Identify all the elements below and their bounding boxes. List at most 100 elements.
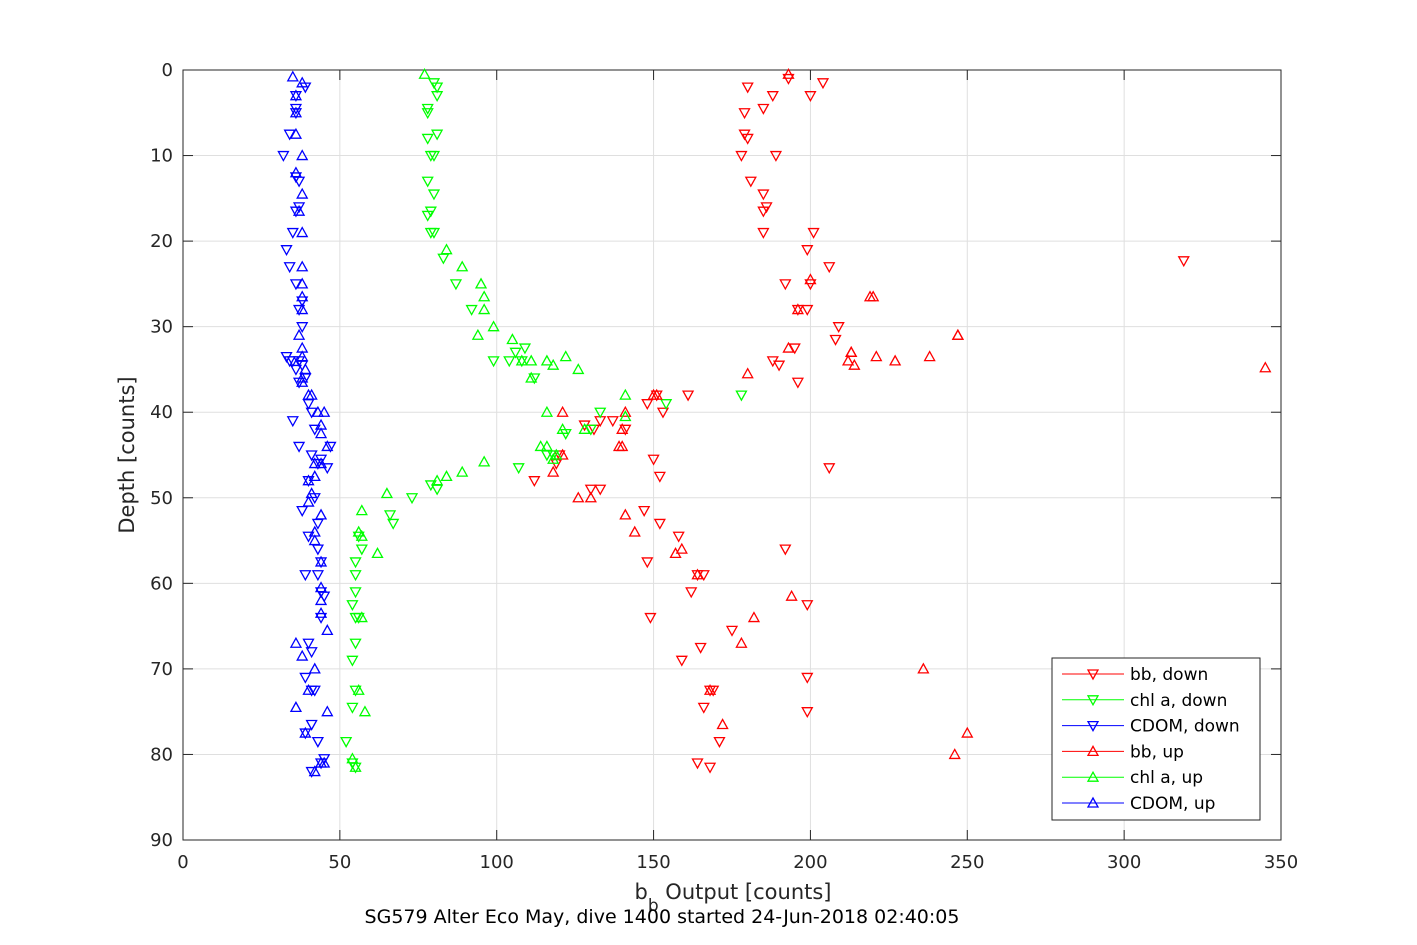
- series-cdom-up: [286, 70, 334, 777]
- data-point: [321, 463, 334, 475]
- data-point: [421, 176, 434, 188]
- x-tick-label: 100: [480, 852, 514, 873]
- legend-marker: [1086, 695, 1100, 707]
- data-point: [697, 702, 710, 714]
- x-axis-label-subscript: b: [648, 896, 659, 916]
- data-point: [769, 150, 783, 162]
- data-point: [578, 422, 591, 434]
- data-point: [308, 765, 321, 777]
- data-point: [308, 457, 321, 469]
- data-point: [299, 726, 312, 738]
- data-point: [487, 320, 500, 332]
- data-point: [299, 363, 312, 375]
- data-point: [1259, 361, 1272, 373]
- data-point: [584, 484, 597, 496]
- data-point: [449, 279, 463, 291]
- data-point: [870, 350, 883, 362]
- data-point: [772, 360, 786, 372]
- series-cdom-down: [277, 82, 337, 778]
- data-point: [547, 465, 560, 477]
- data-point: [804, 279, 817, 291]
- data-point: [349, 638, 362, 650]
- data-point: [431, 82, 444, 94]
- data-point: [572, 491, 585, 503]
- data-point: [296, 350, 309, 362]
- data-point: [845, 345, 858, 357]
- data-point: [515, 354, 528, 366]
- data-point: [305, 388, 318, 400]
- data-point: [349, 587, 362, 599]
- data-point: [296, 226, 309, 238]
- data-point: [735, 390, 748, 402]
- data-point: [431, 484, 444, 496]
- data-point: [299, 570, 312, 582]
- data-point: [801, 707, 814, 719]
- data-point: [782, 67, 795, 79]
- y-tick-label: 90: [150, 830, 173, 851]
- data-point: [725, 625, 739, 637]
- data-point: [289, 364, 303, 376]
- data-point: [296, 260, 309, 272]
- data-point: [355, 504, 368, 516]
- data-point: [716, 718, 729, 730]
- x-tick-label: 200: [793, 852, 827, 873]
- data-point: [346, 655, 359, 667]
- data-point: [352, 612, 365, 624]
- data-point: [829, 334, 842, 346]
- data-point: [431, 91, 444, 103]
- x-tick-label: 250: [950, 852, 984, 873]
- data-point: [741, 367, 754, 379]
- data-point: [703, 762, 717, 774]
- data-point: [314, 427, 328, 439]
- data-point: [675, 542, 688, 554]
- data-point: [735, 636, 748, 648]
- data-point: [961, 726, 974, 738]
- y-tick-label: 50: [150, 488, 173, 509]
- data-point: [525, 354, 538, 366]
- data-point: [292, 328, 306, 340]
- data-point: [807, 227, 820, 239]
- data-point: [355, 611, 368, 623]
- data-point: [421, 133, 434, 145]
- series-bb-down: [528, 73, 1190, 774]
- x-axis-ticks: 0 50 100 150 200 250 300 350: [177, 70, 1298, 873]
- data-point: [405, 493, 419, 505]
- data-point: [286, 416, 299, 428]
- data-point: [321, 440, 334, 452]
- data-point: [308, 662, 321, 674]
- data-point: [653, 518, 666, 530]
- data-point: [923, 350, 936, 362]
- x-tick-label: 350: [1264, 852, 1298, 873]
- data-point: [349, 557, 362, 569]
- legend-marker: [1086, 720, 1100, 732]
- data-point: [540, 354, 554, 366]
- data-point: [292, 441, 306, 453]
- data-point: [487, 356, 500, 368]
- legend-marker: [1086, 669, 1100, 681]
- data-point: [305, 450, 318, 462]
- y-tick-label: 10: [150, 146, 173, 167]
- data-point: [801, 672, 814, 684]
- data-point: [383, 510, 397, 522]
- data-point: [292, 202, 306, 214]
- data-point: [286, 356, 299, 368]
- data-point: [572, 363, 585, 375]
- legend-label: bb, up: [1130, 742, 1184, 762]
- data-point: [556, 448, 569, 460]
- data-point: [308, 534, 321, 546]
- data-point: [791, 377, 804, 389]
- data-point: [641, 557, 654, 569]
- data-point: [299, 672, 312, 684]
- data-point: [951, 328, 964, 340]
- data-point: [616, 422, 629, 434]
- data-point: [296, 277, 309, 289]
- data-point: [889, 354, 902, 366]
- data-point: [311, 405, 325, 417]
- data-point: [421, 108, 434, 120]
- data-point: [302, 399, 315, 411]
- data-point: [296, 505, 309, 517]
- data-point: [349, 570, 362, 582]
- data-point: [305, 647, 318, 659]
- data-point: [675, 655, 688, 667]
- data-point: [707, 685, 720, 697]
